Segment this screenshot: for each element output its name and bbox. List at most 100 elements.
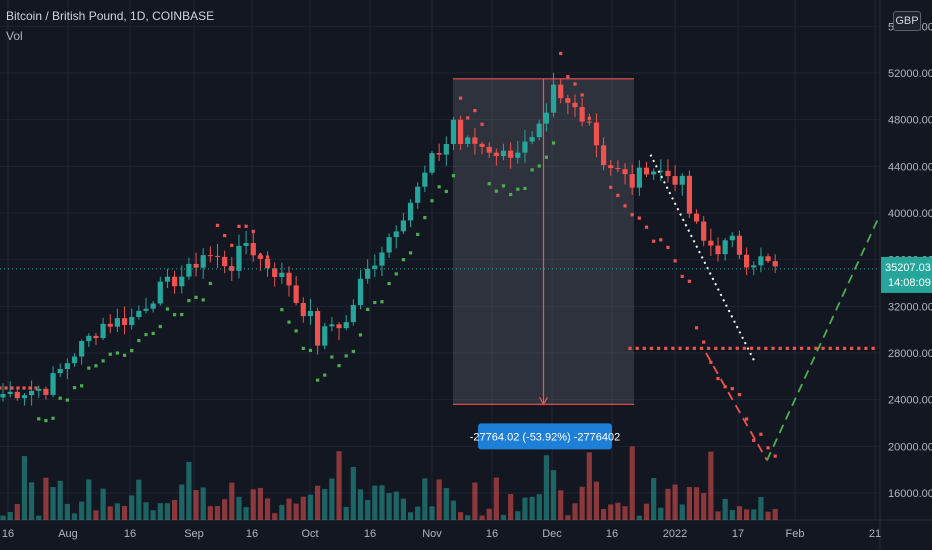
candle-body[interactable] [264, 258, 271, 269]
candle-body[interactable] [529, 137, 535, 142]
candle-body[interactable] [350, 305, 356, 323]
candle-body[interactable] [257, 255, 263, 259]
candle-body[interactable] [686, 175, 692, 214]
candle-body[interactable] [64, 363, 70, 370]
candle-body[interactable] [286, 272, 292, 286]
candle-body[interactable] [293, 285, 299, 303]
candle-body[interactable] [679, 175, 685, 185]
candle-body[interactable] [479, 143, 485, 147]
candle-body[interactable] [586, 121, 592, 123]
candle-body[interactable] [693, 213, 700, 222]
candle-body[interactable] [450, 119, 457, 145]
candle-body[interactable] [336, 324, 342, 329]
candle-body[interactable] [121, 318, 128, 326]
candle-body[interactable] [472, 137, 478, 144]
candle-body[interactable] [107, 323, 113, 327]
candle-body[interactable] [772, 261, 778, 267]
candle-body[interactable] [565, 98, 571, 103]
candle-body[interactable] [243, 243, 249, 246]
current-price-badge[interactable] [881, 256, 932, 293]
projection-white-dotted[interactable] [649, 154, 756, 363]
candle-body[interactable] [236, 245, 242, 271]
candle-body[interactable] [222, 256, 228, 267]
candle-body[interactable] [343, 322, 349, 329]
candle-body[interactable] [579, 107, 585, 122]
candle-body[interactable] [758, 256, 764, 266]
candle-body[interactable] [543, 112, 549, 124]
candle-body[interactable] [214, 255, 221, 257]
candle-body[interactable] [643, 167, 650, 175]
candle-body[interactable] [629, 174, 635, 188]
candle-body[interactable] [157, 281, 163, 304]
candle-body[interactable] [515, 152, 521, 158]
candle-body[interactable] [615, 168, 621, 170]
candle-body[interactable] [379, 252, 385, 266]
candle-body[interactable] [136, 310, 142, 318]
candle-body[interactable] [79, 341, 85, 357]
candle-body[interactable] [443, 144, 449, 155]
candle-body[interactable] [207, 255, 213, 257]
candle-body[interactable] [400, 220, 406, 232]
candle-body[interactable] [736, 235, 743, 255]
candle-body[interactable] [114, 318, 120, 327]
candle-body[interactable] [636, 167, 642, 188]
candle-body[interactable] [129, 317, 135, 326]
candle-body[interactable] [465, 137, 471, 144]
candle-body[interactable] [486, 146, 492, 153]
candle-body[interactable] [608, 165, 614, 169]
candle-body[interactable] [322, 326, 328, 346]
candle-body[interactable] [300, 302, 306, 317]
candle-body[interactable] [279, 272, 285, 277]
measure-result-badge[interactable] [478, 423, 612, 450]
candle-body[interactable] [558, 84, 564, 99]
candle-body[interactable] [422, 172, 428, 187]
candle-body[interactable] [651, 171, 657, 175]
candle-body[interactable] [36, 388, 42, 391]
candle-body[interactable] [57, 369, 63, 374]
candle-body[interactable] [386, 237, 392, 253]
candle-body[interactable] [458, 119, 464, 144]
candle-body[interactable] [315, 311, 321, 346]
candle-body[interactable] [429, 153, 435, 173]
candle-body[interactable] [143, 308, 149, 311]
candle-body[interactable] [329, 324, 335, 327]
candle-body[interactable] [393, 231, 399, 238]
candle-body[interactable] [186, 263, 192, 277]
candle-body[interactable] [179, 276, 185, 287]
candle-body[interactable] [572, 102, 578, 108]
candle-body[interactable] [508, 150, 514, 158]
candle-body[interactable] [7, 391, 13, 394]
candle-body[interactable] [522, 141, 528, 153]
candle-body[interactable] [71, 356, 78, 364]
candle-body[interactable] [536, 123, 542, 138]
candle-body[interactable] [715, 245, 721, 255]
candle-body[interactable] [200, 255, 206, 268]
candle-body[interactable] [500, 150, 507, 157]
candle-body[interactable] [100, 323, 106, 339]
candle-body[interactable] [436, 153, 442, 155]
candle-body[interactable] [229, 266, 235, 271]
candle-body[interactable] [622, 169, 628, 175]
candle-body[interactable] [415, 186, 421, 203]
candle-body[interactable] [0, 393, 6, 398]
candle-body[interactable] [729, 235, 735, 241]
candle-body[interactable] [193, 263, 199, 268]
candle-body[interactable] [751, 265, 757, 268]
candle-body[interactable] [665, 170, 671, 177]
candle-body[interactable] [21, 395, 28, 399]
candle-body[interactable] [365, 268, 371, 279]
candle-body[interactable] [50, 373, 56, 395]
candle-body[interactable] [744, 254, 750, 268]
candle-body[interactable] [29, 390, 35, 396]
candle-body[interactable] [357, 278, 364, 306]
candle-body[interactable] [765, 256, 771, 262]
candle-body[interactable] [164, 276, 171, 282]
candle-body[interactable] [708, 240, 714, 246]
projection-red-dashed[interactable] [705, 352, 768, 461]
candle-body[interactable] [86, 335, 92, 342]
candle-body[interactable] [14, 391, 20, 399]
candle-body[interactable] [407, 202, 414, 221]
candle-body[interactable] [43, 388, 49, 395]
candle-body[interactable] [93, 335, 99, 339]
candle-body[interactable] [250, 243, 256, 256]
